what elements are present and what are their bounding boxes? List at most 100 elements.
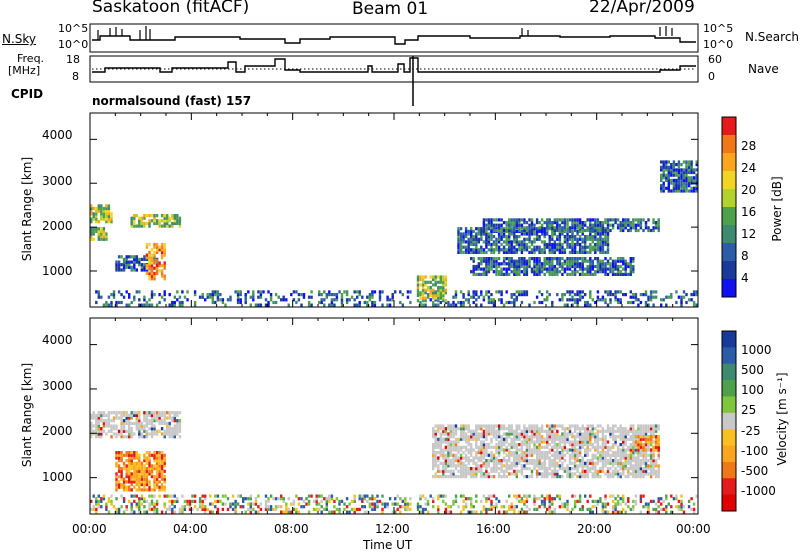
velocity-colorbar-frame bbox=[721, 330, 737, 512]
heatmap-cell bbox=[105, 209, 108, 213]
heatmap-cell bbox=[533, 300, 536, 305]
heatmap-cell bbox=[571, 472, 574, 476]
heatmap-cell bbox=[219, 293, 222, 297]
heatmap-cell bbox=[173, 427, 176, 431]
heatmap-cell bbox=[538, 267, 541, 271]
heatmap-cell bbox=[150, 303, 154, 307]
heatmap-cell bbox=[573, 502, 577, 506]
heatmap-cell bbox=[637, 432, 640, 436]
heatmap-cell bbox=[622, 218, 625, 222]
heatmap-cell bbox=[160, 214, 164, 218]
heatmap-cell bbox=[472, 456, 475, 460]
heatmap-cell bbox=[649, 461, 653, 465]
heatmap-cell bbox=[690, 178, 693, 182]
heatmap-cell bbox=[307, 295, 311, 299]
heatmap-cell bbox=[523, 242, 526, 247]
heatmap-cell bbox=[576, 237, 579, 241]
heatmap-cell bbox=[573, 270, 577, 274]
heatmap-cell bbox=[677, 505, 681, 509]
heatmap-cell bbox=[112, 295, 116, 299]
heatmap-cell bbox=[358, 300, 361, 305]
heatmap-cell bbox=[604, 227, 607, 231]
heatmap-cell bbox=[515, 424, 518, 428]
heatmap-cell bbox=[677, 295, 681, 299]
heatmap-cell bbox=[619, 472, 622, 476]
heatmap-cell bbox=[548, 502, 551, 506]
heatmap-cell bbox=[492, 262, 496, 266]
heatmap-cell bbox=[589, 264, 592, 269]
heatmap-cell bbox=[409, 507, 412, 511]
heatmap-cell bbox=[535, 440, 539, 444]
heatmap-cell bbox=[657, 472, 660, 476]
heatmap-cell bbox=[117, 432, 121, 436]
heatmap-cell bbox=[571, 237, 574, 241]
heatmap-cell bbox=[464, 432, 468, 436]
heatmap-cell bbox=[553, 437, 556, 441]
heatmap-cell bbox=[584, 221, 587, 225]
heatmap-cell bbox=[551, 432, 554, 436]
heatmap-cell bbox=[285, 298, 288, 302]
heatmap-cell bbox=[601, 295, 605, 299]
heatmap-cell bbox=[556, 221, 559, 225]
heatmap-cell bbox=[173, 416, 176, 420]
heatmap-cell bbox=[662, 181, 665, 185]
heatmap-cell bbox=[518, 235, 521, 239]
heatmap-cell bbox=[115, 300, 118, 305]
heatmap-cell bbox=[515, 448, 518, 452]
heatmap-cell bbox=[573, 467, 577, 471]
heatmap-cell bbox=[480, 424, 483, 428]
heatmap-cell bbox=[470, 472, 473, 476]
heatmap-cell bbox=[551, 272, 554, 276]
heatmap-cell bbox=[487, 267, 491, 271]
heatmap-cell bbox=[475, 290, 478, 294]
freq-tick-low: 8 bbox=[72, 70, 79, 83]
heatmap-cell bbox=[677, 189, 681, 193]
heatmap-cell bbox=[452, 469, 455, 473]
heatmap-cell bbox=[596, 499, 600, 503]
heatmap-cell bbox=[548, 242, 551, 247]
heatmap-cell bbox=[444, 475, 448, 479]
heatmap-cell bbox=[670, 295, 673, 299]
heatmap-cell bbox=[143, 469, 146, 473]
heatmap-cell bbox=[573, 250, 577, 254]
heatmap-cell bbox=[434, 291, 437, 295]
heatmap-cell bbox=[155, 416, 159, 420]
heatmap-cell bbox=[254, 497, 258, 501]
heatmap-cell bbox=[421, 285, 425, 290]
heatmap-cell bbox=[371, 290, 374, 294]
heatmap-cell bbox=[566, 505, 569, 509]
velocity-ytick: 4000 bbox=[42, 333, 73, 347]
heatmap-cell bbox=[551, 435, 554, 439]
heatmap-cell bbox=[485, 293, 488, 297]
heatmap-cell bbox=[500, 459, 503, 463]
heatmap-cell bbox=[310, 295, 313, 299]
heatmap-cell bbox=[594, 461, 597, 465]
heatmap-cell bbox=[424, 299, 427, 303]
heatmap-cell bbox=[611, 459, 615, 463]
heatmap-cell bbox=[475, 467, 478, 471]
heatmap-cell bbox=[556, 435, 559, 439]
heatmap-cell bbox=[528, 445, 531, 449]
heatmap-cell bbox=[546, 257, 549, 261]
heatmap-cell bbox=[594, 469, 597, 473]
heatmap-cell bbox=[530, 232, 534, 236]
heatmap-cell bbox=[485, 227, 488, 231]
heatmap-cell bbox=[155, 221, 159, 226]
heatmap-cell bbox=[634, 429, 638, 433]
heatmap-cell bbox=[138, 475, 141, 479]
heatmap-cell bbox=[624, 448, 627, 452]
heatmap-cell bbox=[601, 507, 605, 511]
heatmap-cell bbox=[644, 221, 648, 225]
heatmap-cell bbox=[632, 270, 635, 274]
heatmap-cell bbox=[654, 424, 658, 428]
heatmap-cell bbox=[548, 264, 551, 269]
heatmap-cell bbox=[272, 497, 275, 501]
heatmap-cell bbox=[680, 505, 683, 509]
heatmap-cell bbox=[543, 298, 546, 302]
heatmap-cell bbox=[548, 467, 551, 471]
heatmap-cell bbox=[105, 424, 108, 428]
heatmap-cell bbox=[578, 226, 582, 230]
heatmap-cell bbox=[345, 497, 349, 501]
heatmap-cell bbox=[589, 228, 592, 233]
heatmap-cell bbox=[561, 445, 564, 449]
